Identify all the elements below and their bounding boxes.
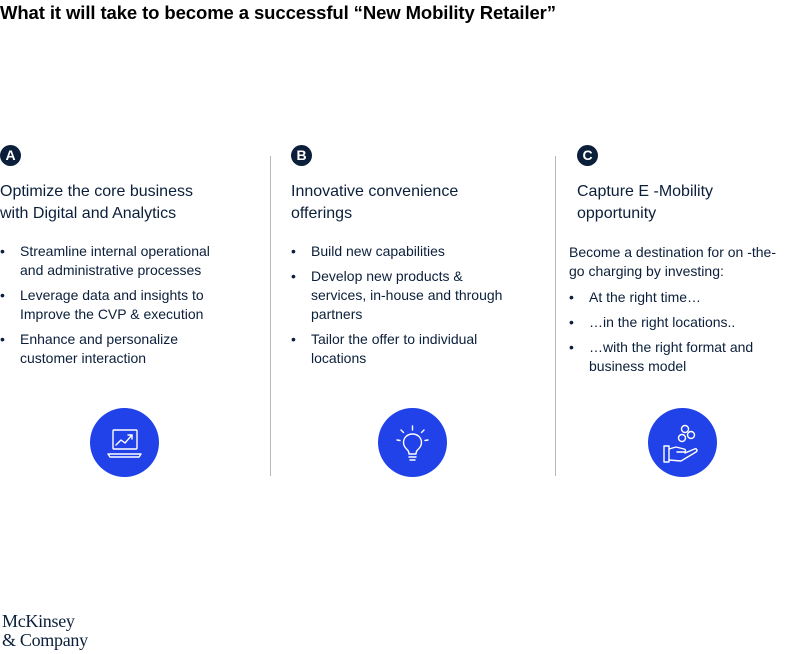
heading-a: Optimize the core business with Digital … bbox=[0, 181, 193, 225]
list-item-line: customer interaction bbox=[20, 350, 147, 366]
heading-b-line1: Innovative convenience bbox=[291, 183, 459, 200]
badge-b: B bbox=[291, 145, 312, 166]
list-item-line: partners bbox=[311, 306, 363, 322]
column-divider bbox=[270, 156, 271, 476]
bullet-dot: • bbox=[569, 289, 574, 305]
list-item-line: Tailor the offer to individual bbox=[311, 331, 478, 347]
laptop-chart-icon bbox=[90, 408, 159, 477]
heading-c-line1: Capture E -Mobility bbox=[577, 183, 714, 200]
logo-line1: McKinsey bbox=[2, 611, 75, 631]
intro-c: Become a destination for on -the- go cha… bbox=[569, 243, 800, 281]
logo-line2: & Company bbox=[2, 630, 88, 650]
list-item-line: Improve the CVP & execution bbox=[20, 306, 204, 322]
list-item: • Leverage data and insights to Improve … bbox=[0, 286, 210, 324]
bullet-dot: • bbox=[0, 331, 5, 347]
bullet-list-a: • Streamline internal operational and ad… bbox=[0, 242, 210, 374]
list-item-line: Leverage data and insights to bbox=[20, 287, 204, 303]
list-item: • At the right time… bbox=[569, 288, 753, 307]
heading-b: Innovative convenience offerings bbox=[291, 181, 458, 225]
hand-coins-icon bbox=[648, 408, 717, 477]
list-item-line: and administrative processes bbox=[20, 262, 202, 278]
list-item: • Streamline internal operational and ad… bbox=[0, 242, 210, 280]
intro-c-line2: go charging by investing: bbox=[569, 263, 724, 279]
heading-a-line2: with Digital and Analytics bbox=[0, 205, 177, 222]
list-item-line: Streamline internal operational bbox=[20, 243, 210, 259]
mckinsey-logo: McKinsey & Company bbox=[2, 612, 88, 650]
bullet-dot: • bbox=[0, 243, 5, 259]
page-title: What it will take to become a successful… bbox=[0, 2, 556, 23]
list-item-line: …in the right locations.. bbox=[589, 314, 736, 330]
list-item: • Build new capabilities bbox=[291, 242, 502, 261]
badge-c: C bbox=[577, 145, 598, 166]
intro-c-line1: Become a destination for on -the- bbox=[569, 244, 777, 260]
list-item: • Develop new products & services, in-ho… bbox=[291, 267, 502, 324]
bullet-dot: • bbox=[569, 339, 574, 355]
list-item-line: business model bbox=[589, 358, 687, 374]
list-item: • …in the right locations.. bbox=[569, 313, 753, 332]
heading-c: Capture E -Mobility opportunity bbox=[577, 181, 713, 225]
bullet-dot: • bbox=[0, 287, 5, 303]
list-item: • …with the right format and business mo… bbox=[569, 338, 753, 376]
list-item-line: Build new capabilities bbox=[311, 243, 445, 259]
list-item-line: Enhance and personalize bbox=[20, 331, 179, 347]
heading-b-line2: offerings bbox=[291, 205, 353, 222]
badge-a: A bbox=[0, 145, 21, 166]
list-item-line: locations bbox=[311, 350, 367, 366]
bullet-list-c: • At the right time… • …in the right loc… bbox=[569, 288, 753, 382]
column-divider bbox=[555, 156, 556, 476]
list-item: • Tailor the offer to individual locatio… bbox=[291, 330, 502, 368]
bullet-dot: • bbox=[291, 268, 296, 284]
bullet-list-b: • Build new capabilities • Develop new p… bbox=[291, 242, 502, 374]
bullet-dot: • bbox=[291, 331, 296, 347]
lightbulb-icon bbox=[378, 408, 447, 477]
list-item-line: …with the right format and bbox=[589, 339, 754, 355]
bullet-dot: • bbox=[291, 243, 296, 259]
bullet-dot: • bbox=[569, 314, 574, 330]
list-item-line: services, in-house and through bbox=[311, 287, 503, 303]
list-item-line: At the right time… bbox=[589, 289, 702, 305]
list-item-line: Develop new products & bbox=[311, 268, 463, 284]
heading-a-line1: Optimize the core business bbox=[0, 183, 193, 200]
list-item: • Enhance and personalize customer inter… bbox=[0, 330, 210, 368]
heading-c-line2: opportunity bbox=[577, 205, 657, 222]
